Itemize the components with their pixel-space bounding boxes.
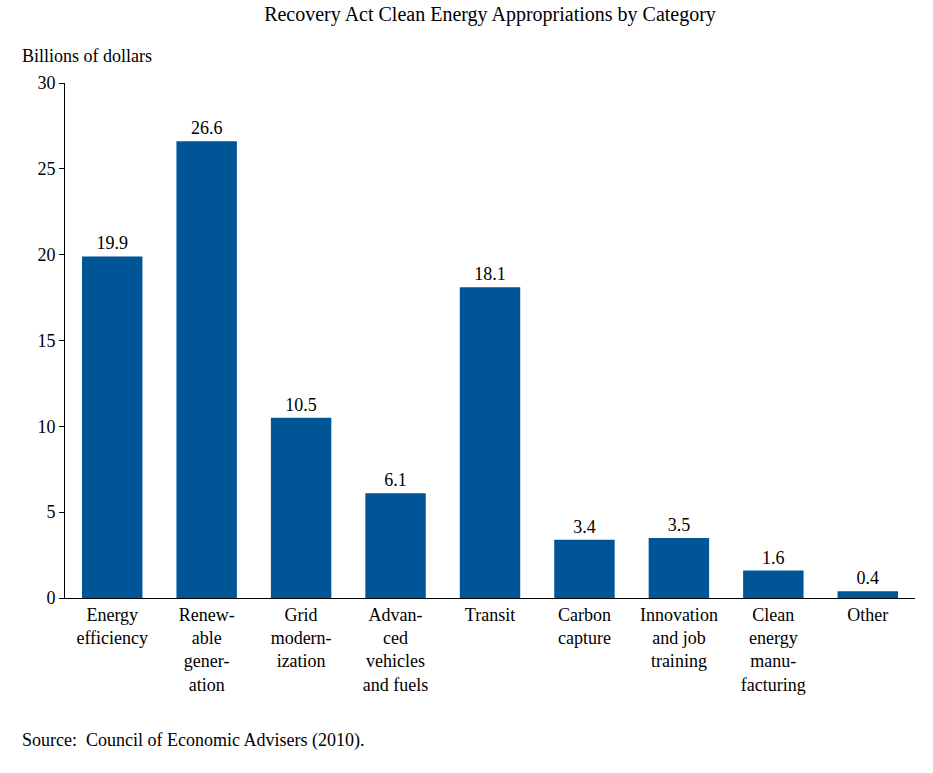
svg-text:5: 5	[46, 502, 55, 522]
svg-text:15: 15	[37, 331, 55, 351]
svg-text:Recovery Act Clean Energy Appr: Recovery Act Clean Energy Appropriations…	[264, 3, 716, 26]
svg-text:Cleanenergymanu-facturing: Cleanenergymanu-facturing	[741, 605, 806, 695]
svg-text:Advan-cedvehiclesand fuels: Advan-cedvehiclesand fuels	[363, 605, 428, 695]
svg-text:Innovationand jobtraining: Innovationand jobtraining	[640, 605, 718, 672]
svg-text:3.5: 3.5	[668, 515, 691, 535]
svg-text:Billions of dollars: Billions of dollars	[22, 46, 152, 66]
svg-text:1.6: 1.6	[762, 548, 785, 568]
svg-text:Energyefficiency: Energyefficiency	[76, 605, 148, 648]
svg-text:Source: Council of Economic A: Source: Council of Economic Advisers (20…	[22, 730, 364, 751]
svg-text:25: 25	[37, 159, 55, 179]
svg-text:26.6: 26.6	[191, 118, 223, 138]
svg-text:10.5: 10.5	[285, 395, 317, 415]
svg-text:19.9: 19.9	[96, 233, 128, 253]
svg-text:6.1: 6.1	[384, 470, 407, 490]
svg-text:10: 10	[37, 417, 55, 437]
svg-text:Carboncapture: Carboncapture	[558, 605, 611, 648]
svg-text:0.4: 0.4	[857, 568, 880, 588]
svg-text:Other: Other	[847, 605, 888, 625]
svg-text:0: 0	[46, 588, 55, 608]
svg-text:Transit: Transit	[465, 605, 515, 625]
svg-text:Gridmodern-ization: Gridmodern-ization	[271, 605, 332, 672]
svg-text:20: 20	[37, 245, 55, 265]
svg-text:Renew-ablegener-ation: Renew-ablegener-ation	[179, 605, 235, 695]
svg-text:18.1: 18.1	[474, 264, 506, 284]
svg-text:30: 30	[37, 73, 55, 93]
svg-text:3.4: 3.4	[573, 517, 596, 537]
